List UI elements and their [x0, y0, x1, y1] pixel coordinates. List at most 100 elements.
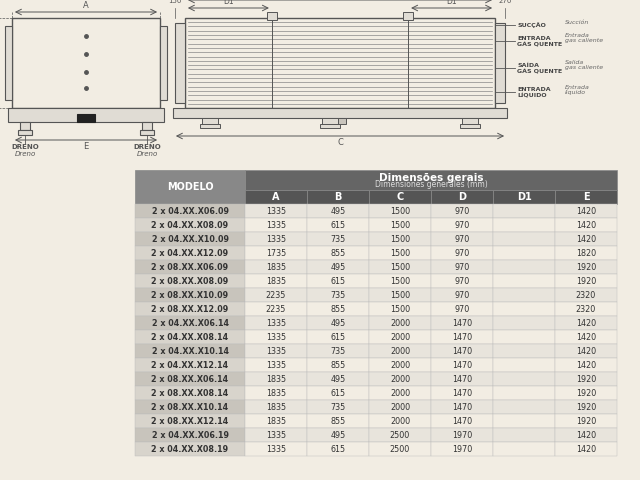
Text: 615: 615 [330, 444, 346, 454]
Text: 1920: 1920 [576, 276, 596, 286]
Text: 615: 615 [330, 276, 346, 286]
Bar [555, 330, 617, 344]
Text: 1335: 1335 [266, 319, 286, 327]
Bar [307, 330, 369, 344]
Bar [369, 246, 431, 260]
Text: 1470: 1470 [452, 347, 472, 356]
Bar [77, 114, 95, 122]
Text: gas caliente: gas caliente [565, 65, 603, 70]
Text: C: C [396, 192, 404, 202]
Text: B: B [334, 192, 342, 202]
Text: 495: 495 [330, 263, 346, 272]
Text: LÍQUIDO: LÍQUIDO [517, 92, 547, 97]
Text: 1335: 1335 [266, 206, 286, 216]
Bar [245, 170, 617, 190]
Bar [555, 246, 617, 260]
Bar [369, 358, 431, 372]
Bar [135, 288, 245, 302]
Bar [431, 400, 493, 414]
Bar [493, 428, 555, 442]
Bar [493, 372, 555, 386]
Bar [160, 26, 167, 100]
Bar [555, 190, 617, 204]
Bar [555, 260, 617, 274]
Text: 970: 970 [454, 220, 470, 229]
Text: GÁS QUENTE: GÁS QUENTE [517, 68, 562, 73]
Bar [555, 204, 617, 218]
Text: 495: 495 [330, 319, 346, 327]
Text: 1335: 1335 [266, 360, 286, 370]
Text: Entrada: Entrada [565, 84, 590, 90]
Text: 495: 495 [330, 431, 346, 440]
Bar [555, 218, 617, 232]
Bar [245, 344, 307, 358]
Text: 1420: 1420 [576, 360, 596, 370]
Text: Salida: Salida [565, 60, 584, 65]
Bar [135, 414, 245, 428]
Bar [245, 428, 307, 442]
Bar [493, 442, 555, 456]
Text: 1835: 1835 [266, 403, 286, 411]
Text: A: A [83, 1, 89, 11]
Text: 2 x 08.XX.X06.09: 2 x 08.XX.X06.09 [152, 263, 228, 272]
Bar [493, 204, 555, 218]
Text: 2000: 2000 [390, 347, 410, 356]
Bar [307, 274, 369, 288]
Text: 2 x 04.XX.X06.09: 2 x 04.XX.X06.09 [152, 206, 228, 216]
Text: 1835: 1835 [266, 417, 286, 425]
Bar [369, 400, 431, 414]
Text: 1335: 1335 [266, 235, 286, 243]
Text: 1835: 1835 [266, 263, 286, 272]
Bar [555, 274, 617, 288]
Text: 1420: 1420 [576, 347, 596, 356]
Bar [267, 12, 277, 20]
Bar [135, 232, 245, 246]
Bar [431, 232, 493, 246]
Text: 2235: 2235 [266, 304, 286, 313]
Text: 2500: 2500 [390, 431, 410, 440]
Text: 2 x 04.XX.X06.14: 2 x 04.XX.X06.14 [152, 319, 228, 327]
Bar [245, 260, 307, 274]
Text: 970: 970 [454, 276, 470, 286]
Text: 1835: 1835 [266, 388, 286, 397]
Text: 2320: 2320 [576, 304, 596, 313]
Bar [245, 302, 307, 316]
Text: 1920: 1920 [576, 263, 596, 272]
Bar [431, 190, 493, 204]
Bar [18, 130, 32, 135]
Text: Entrada: Entrada [565, 33, 590, 38]
Bar [369, 316, 431, 330]
Bar [307, 344, 369, 358]
Bar [369, 344, 431, 358]
Bar [307, 246, 369, 260]
Text: 855: 855 [330, 360, 346, 370]
Bar [369, 302, 431, 316]
Text: Dreno: Dreno [14, 151, 36, 157]
Text: GÁS QUENTE: GÁS QUENTE [517, 41, 562, 46]
Bar [8, 108, 164, 122]
Bar [555, 316, 617, 330]
Text: 1420: 1420 [576, 319, 596, 327]
Bar [431, 316, 493, 330]
Bar [135, 344, 245, 358]
Bar [200, 124, 220, 128]
Bar [369, 218, 431, 232]
Text: 150: 150 [168, 0, 182, 4]
Text: 2 x 08.XX.X06.14: 2 x 08.XX.X06.14 [152, 374, 228, 384]
Bar [245, 288, 307, 302]
Bar [462, 118, 478, 124]
Bar [245, 204, 307, 218]
Text: 1500: 1500 [390, 263, 410, 272]
Text: 970: 970 [454, 249, 470, 257]
Text: 2 x 08.XX.X10.14: 2 x 08.XX.X10.14 [152, 403, 228, 411]
Bar [140, 130, 154, 135]
Bar [555, 372, 617, 386]
Bar [493, 218, 555, 232]
Text: 2235: 2235 [266, 290, 286, 300]
Text: 1920: 1920 [576, 374, 596, 384]
Text: 2 x 04.XX.X08.14: 2 x 04.XX.X08.14 [152, 333, 228, 341]
Bar [555, 358, 617, 372]
Bar [135, 372, 245, 386]
Text: 970: 970 [454, 263, 470, 272]
Bar [135, 330, 245, 344]
